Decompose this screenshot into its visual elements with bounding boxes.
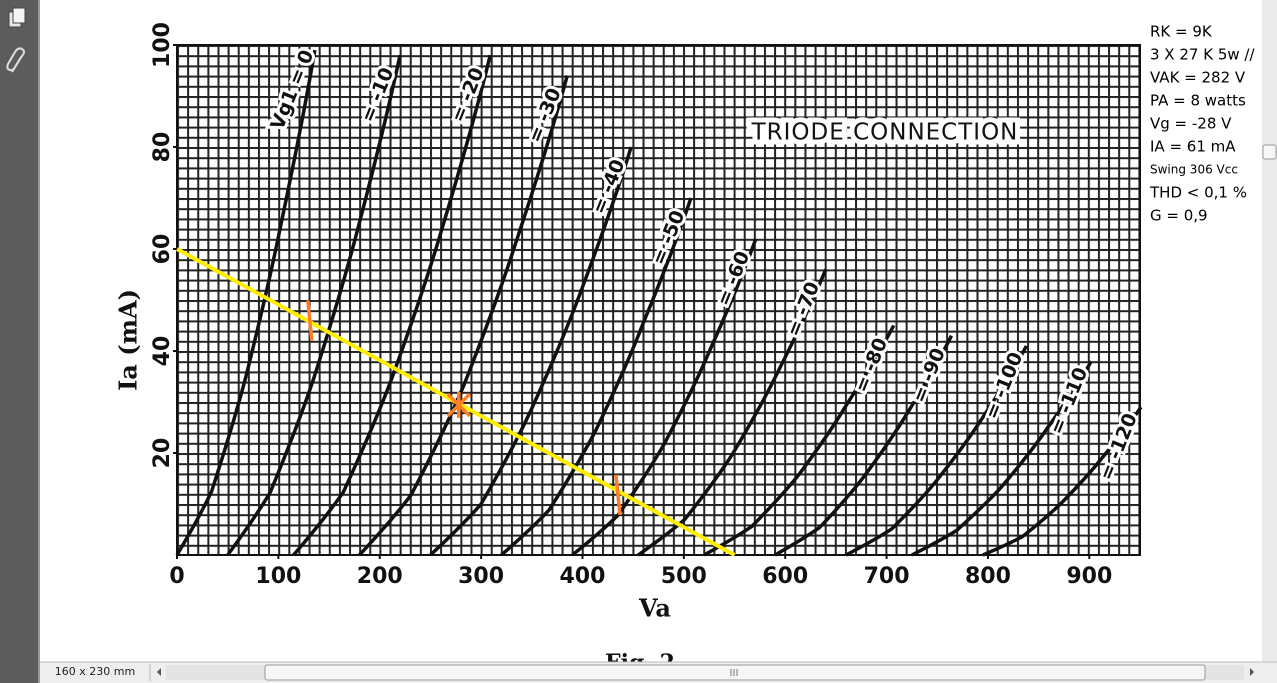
curve <box>571 238 758 557</box>
scroll-right[interactable] <box>1250 668 1254 676</box>
x-tick-label: 900 <box>1066 564 1112 589</box>
annotation: IA = 61 mA <box>1150 138 1236 156</box>
pages-icon[interactable] <box>8 7 26 28</box>
y-axis-label: Ia (mA) <box>114 289 143 391</box>
annotation: RK = 9K <box>1150 23 1213 41</box>
annotation: VAK = 282 V <box>1150 69 1246 87</box>
curve <box>703 324 896 557</box>
y-tick-label: 40 <box>150 336 175 367</box>
annotation: G = 0,9 <box>1150 207 1208 225</box>
sidebar-border <box>38 0 40 683</box>
attachments-icon[interactable] <box>6 47 25 73</box>
curve <box>982 406 1143 557</box>
y-tick-label: 100 <box>150 22 175 68</box>
curve <box>429 146 633 557</box>
x-axis-label: Va <box>638 594 671 623</box>
page-size: 160 x 230 mm <box>55 665 135 678</box>
curve <box>845 345 1029 557</box>
annotation: PA = 8 watts <box>1150 92 1246 110</box>
x-tick-label: 300 <box>458 564 504 589</box>
x-tick-label: 500 <box>661 564 707 589</box>
annotation: THD < 0,1 % <box>1149 184 1247 202</box>
curve <box>358 75 569 557</box>
y-tick-label: 20 <box>150 438 175 469</box>
curve <box>292 54 492 557</box>
x-tick-label: 700 <box>864 564 910 589</box>
curve <box>500 197 693 557</box>
operating-marker <box>306 300 314 341</box>
curve <box>226 54 402 557</box>
curve <box>911 360 1093 557</box>
x-tick-label: 800 <box>965 564 1011 589</box>
curve <box>175 49 317 556</box>
x-tick-label: 600 <box>762 564 808 589</box>
v-scrollbar[interactable] <box>1262 0 1277 662</box>
x-tick-label: 100 <box>255 564 301 589</box>
x-tick-label: 200 <box>357 564 403 589</box>
scroll-left[interactable] <box>157 668 161 676</box>
operating-marker <box>614 474 622 515</box>
sidebar <box>0 0 38 683</box>
y-tick-label: 60 <box>150 234 175 265</box>
y-tick-label: 80 <box>150 132 175 163</box>
x-tick-label: 400 <box>560 564 606 589</box>
curve <box>774 334 954 557</box>
plot-frame <box>176 44 1141 556</box>
h-scroll-thumb[interactable] <box>264 664 1206 681</box>
annotations: RK = 9K 3 X 27 K 5w // VAK = 282 V PA = 8 w… <box>1149 23 1255 225</box>
annotation: 3 X 27 K 5w // <box>1150 46 1255 64</box>
chart-title: TRIODE CONNECTION <box>751 120 1019 146</box>
x-tick-label: 0 <box>169 564 184 589</box>
scroll-grip <box>730 669 738 676</box>
annotation: Vg = -28 V <box>1150 115 1232 133</box>
annotation: Swing 306 Vcc <box>1150 163 1238 177</box>
v-scroll-thumb[interactable] <box>1262 144 1277 160</box>
operating-marker <box>446 392 472 419</box>
